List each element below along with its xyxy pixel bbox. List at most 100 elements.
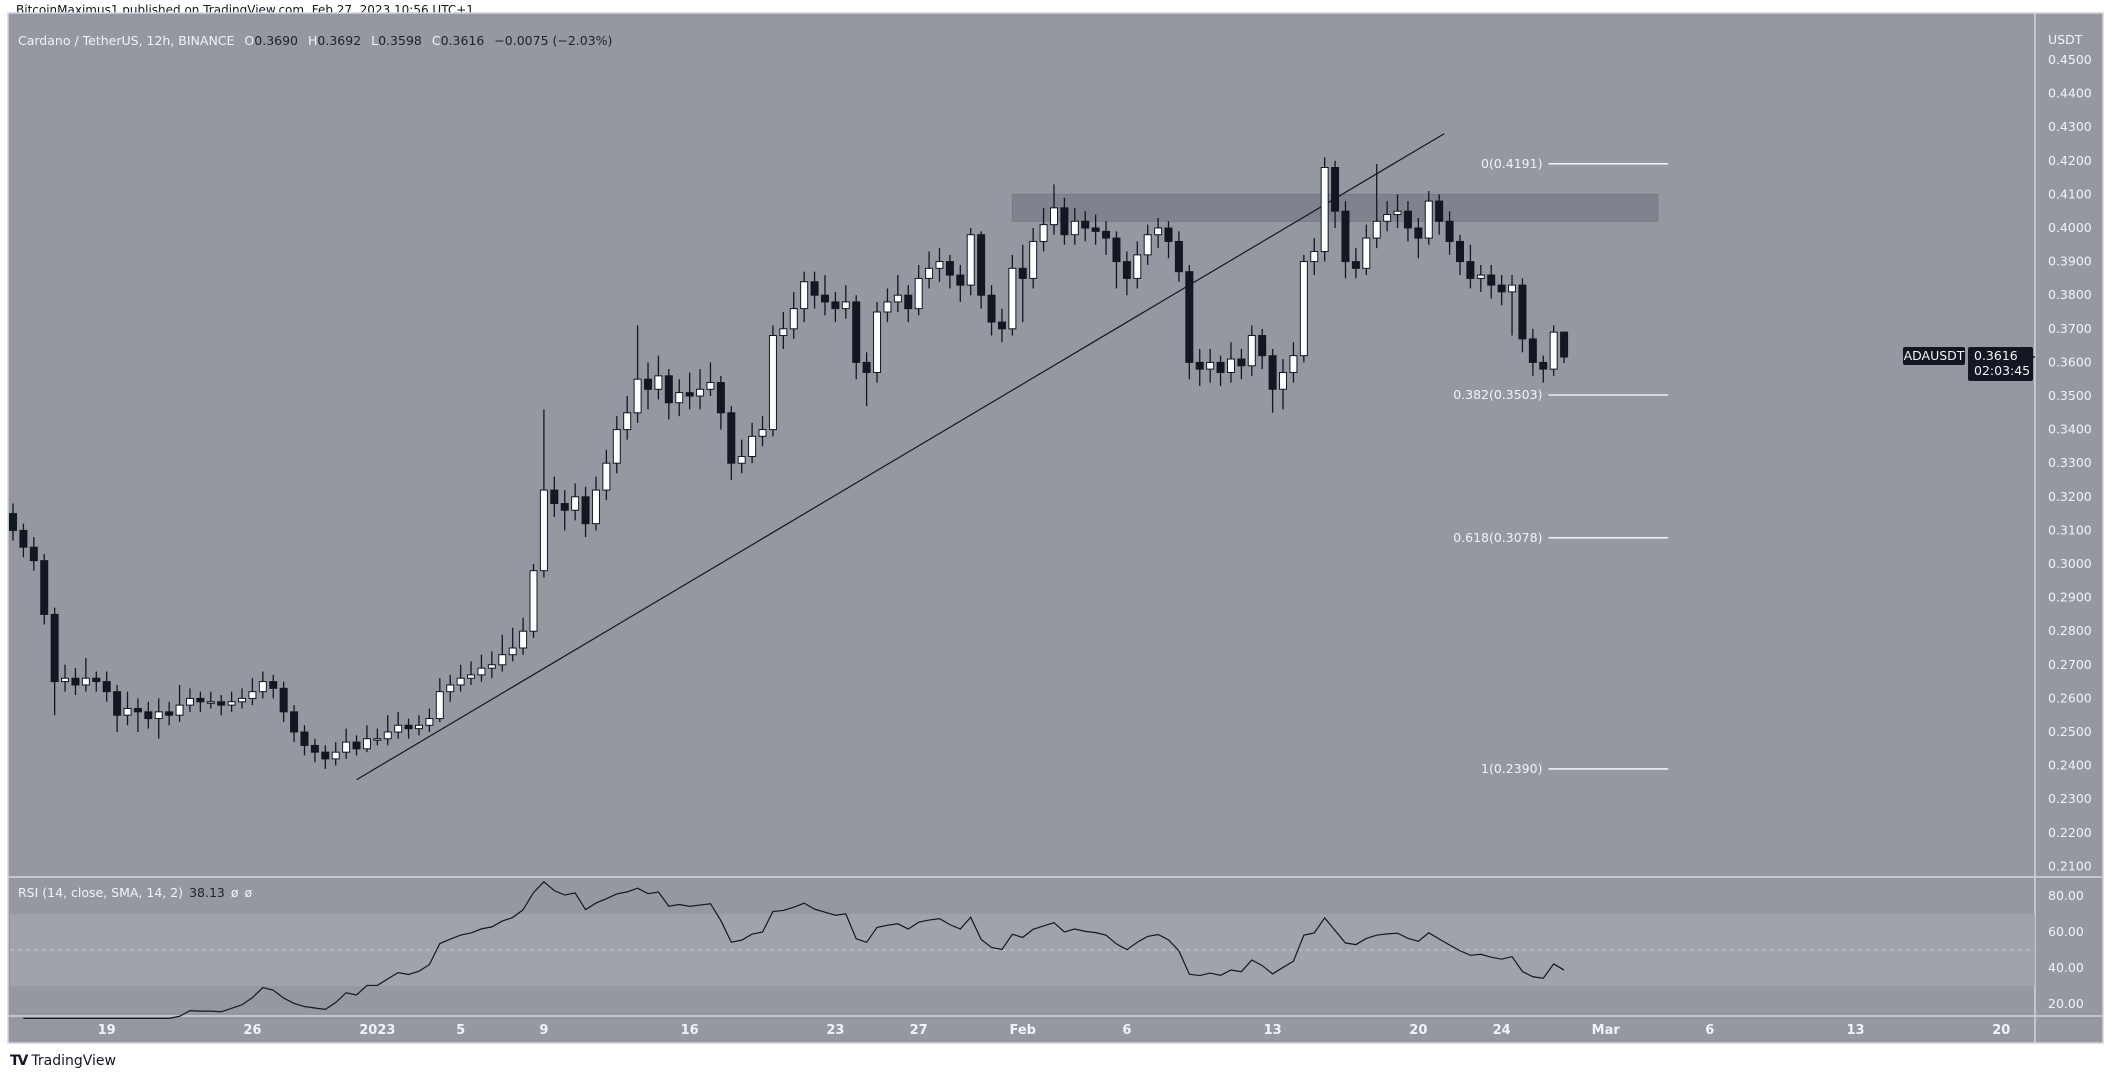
candle-down: [1237, 358, 1246, 367]
fib-level-label: 0(0.4191): [1481, 156, 1542, 171]
symbol-name[interactable]: Cardano / TetherUS, 12h, BINANCE: [18, 33, 235, 48]
candle-down: [1331, 167, 1340, 212]
candle-up: [571, 496, 580, 511]
price-tick-label: 0.2800: [2048, 623, 2092, 638]
price-tick-label: 0.4000: [2048, 220, 2092, 235]
symbol-tag: [1903, 347, 1965, 366]
footer-brand: TV TradingView: [10, 1053, 116, 1069]
candle-up: [467, 674, 476, 679]
rsi-bb-value: ø: [244, 885, 253, 900]
candle-down: [217, 701, 226, 706]
candle-down: [685, 392, 694, 397]
high-label: H: [308, 33, 318, 48]
candle-up: [873, 311, 882, 373]
candle-up: [414, 724, 423, 730]
countdown-label: 02:03:45: [1974, 363, 2030, 378]
rsi-label[interactable]: RSI (14, close, SMA, 14, 2): [18, 885, 184, 900]
candle-up: [633, 378, 642, 414]
candle-up: [238, 697, 247, 703]
candle-down: [1445, 220, 1454, 242]
candle-up: [394, 724, 403, 733]
candle-up: [1476, 274, 1485, 279]
candle-down: [560, 503, 569, 511]
candle-down: [664, 375, 673, 404]
price-tick-label: 0.2300: [2048, 791, 2092, 806]
candle-up: [175, 704, 184, 716]
price-tick-label: 0.3000: [2048, 556, 2092, 571]
low-label: L: [371, 33, 379, 48]
price-tick-label: 0.4300: [2048, 119, 2092, 134]
price-tick-label: 0.2100: [2048, 858, 2092, 873]
candle-up: [81, 677, 90, 686]
ascending-trendline: [356, 133, 1445, 781]
candle-up: [758, 429, 767, 437]
candle-down: [352, 741, 361, 750]
price-tick-label: 0.3500: [2048, 388, 2092, 403]
candle-up: [154, 711, 163, 720]
candle-down: [852, 301, 861, 363]
candle-up: [841, 301, 850, 310]
candle-up: [602, 462, 611, 491]
candle-down: [810, 281, 819, 296]
candle-down: [1081, 220, 1090, 229]
candle-up: [487, 664, 496, 669]
candle-up: [61, 677, 70, 683]
price-tick-label: 0.2200: [2048, 825, 2092, 840]
candle-up: [1383, 214, 1392, 222]
fib-level-label: 0.382(0.3503): [1453, 387, 1542, 402]
candle-down: [1112, 237, 1121, 263]
candle-up: [675, 392, 684, 404]
candle-down: [1414, 227, 1423, 239]
candle-up: [1424, 200, 1433, 239]
candle-up: [706, 382, 715, 390]
candle-up: [914, 277, 923, 310]
candle-up: [1206, 361, 1215, 370]
candle-down: [1518, 284, 1527, 340]
candle-down: [550, 489, 559, 505]
candle-up: [362, 738, 371, 750]
change-value: −0.0075 (−2.03%): [494, 33, 613, 48]
time-tick-label: 6: [1705, 1023, 1714, 1038]
candle-down: [1268, 355, 1277, 390]
candle-up: [1549, 331, 1558, 370]
time-tick-label: 19: [98, 1023, 116, 1038]
chart-frame: [7, 12, 2104, 1044]
last-price-label: 0.3616: [1974, 348, 2018, 363]
candle-up: [768, 335, 777, 431]
candle-down: [1435, 200, 1444, 222]
candle-down: [269, 681, 278, 689]
time-tick-label: 6: [1122, 1023, 1131, 1038]
candle-up: [425, 718, 434, 726]
time-tick-label: Mar: [1592, 1023, 1621, 1038]
candle-up: [529, 570, 538, 632]
candle-up: [1008, 267, 1017, 330]
high-value: 0.3692: [317, 33, 362, 48]
price-tick-label: 0.4500: [2048, 52, 2092, 67]
symbol-legend: Cardano / TetherUS, 12h, BINANCE O0.3690…: [18, 33, 612, 48]
candle-down: [102, 681, 111, 693]
candle-down: [1174, 240, 1183, 273]
candle-down: [581, 496, 590, 525]
rsi-tick-label: 40.00: [2048, 960, 2084, 975]
candle-down: [1185, 271, 1194, 363]
candle-down: [279, 687, 288, 713]
tradingview-logo-icon: TV: [10, 1053, 28, 1069]
candle-up: [883, 301, 892, 313]
candle-up: [446, 684, 455, 693]
candle-down: [1195, 361, 1204, 370]
candle-up: [1154, 227, 1163, 236]
candle-down: [820, 294, 829, 303]
candle-down: [716, 382, 725, 414]
rsi-line: [23, 880, 1565, 1020]
rsi-legend: RSI (14, close, SMA, 14, 2) 38.13 ø ø: [18, 885, 252, 900]
candle-down: [404, 724, 413, 730]
price-tick-label: 0.3400: [2048, 422, 2092, 437]
price-tick-label: 0.4200: [2048, 153, 2092, 168]
price-axis-unit: USDT: [2048, 32, 2083, 47]
candle-up: [342, 741, 351, 753]
candle-up: [1299, 261, 1308, 357]
price-tick-label: 0.3100: [2048, 522, 2092, 537]
candle-up: [1279, 371, 1288, 390]
candle-down: [50, 613, 59, 683]
